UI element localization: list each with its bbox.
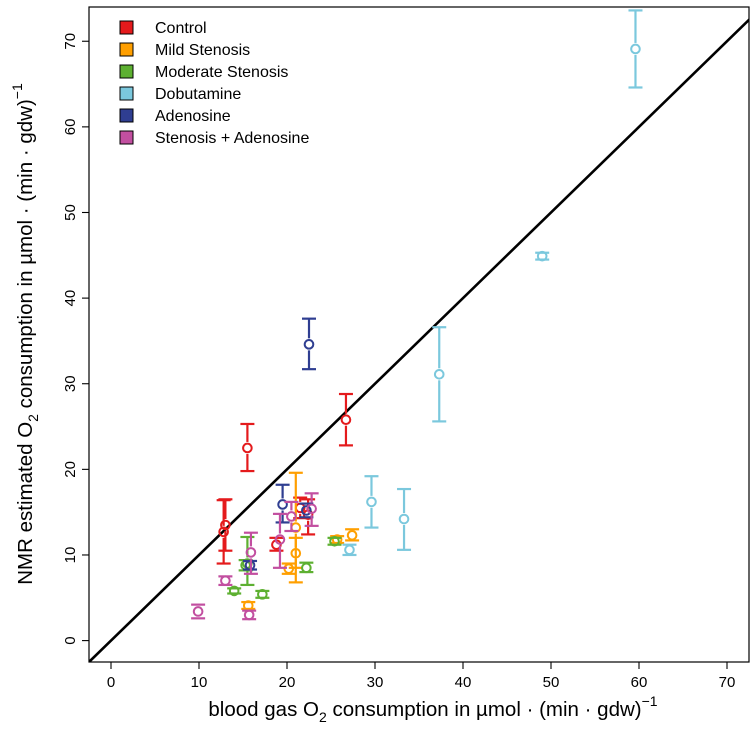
data-point bbox=[277, 499, 288, 510]
legend-label: Control bbox=[155, 20, 207, 37]
x-axis-title-part-a: blood gas O bbox=[208, 698, 319, 721]
data-point bbox=[306, 503, 317, 515]
y-tick-label: 30 bbox=[62, 375, 79, 392]
data-point bbox=[243, 609, 255, 621]
data-point bbox=[536, 250, 548, 262]
data-point bbox=[218, 526, 229, 538]
x-tick-label: 0 bbox=[107, 674, 115, 691]
data-point bbox=[301, 562, 312, 574]
data-point bbox=[220, 575, 231, 586]
data-point bbox=[346, 529, 358, 541]
x-axis-title-sub: 2 bbox=[319, 709, 327, 725]
data-point bbox=[242, 442, 253, 454]
x-axis-title: blood gas O2 consumption in µmol · (min … bbox=[208, 693, 657, 725]
series-stenosis-adenosine bbox=[191, 492, 319, 621]
x-tick-label: 10 bbox=[191, 674, 208, 691]
legend-swatch bbox=[119, 20, 134, 35]
data-point bbox=[257, 589, 268, 600]
x-tick-label: 50 bbox=[543, 674, 560, 691]
data-point bbox=[329, 535, 340, 547]
series-mild-stenosis bbox=[241, 471, 360, 611]
identity-line-group bbox=[89, 18, 749, 662]
data-point bbox=[220, 519, 231, 531]
x-tick-label: 20 bbox=[279, 674, 296, 691]
data-point bbox=[398, 513, 410, 525]
data-point bbox=[245, 547, 257, 558]
y-tick-label: 20 bbox=[62, 461, 79, 478]
legend-swatch bbox=[119, 130, 134, 145]
x-tick-label: 30 bbox=[367, 674, 384, 691]
data-point bbox=[290, 547, 302, 559]
x-axis-title-sup: −1 bbox=[642, 693, 658, 709]
y-tick-label: 60 bbox=[62, 119, 79, 136]
data-marks bbox=[191, 9, 643, 621]
data-point bbox=[366, 496, 377, 508]
y-axis: 0 10 20 30 40 50 60 70 bbox=[62, 33, 89, 645]
y-tick-label: 70 bbox=[62, 33, 79, 50]
legend-label: Mild Stenosis bbox=[155, 42, 250, 59]
legend-label: Dobutamine bbox=[155, 86, 241, 103]
data-point bbox=[303, 339, 315, 350]
data-point bbox=[630, 43, 641, 55]
legend: Control Mild Stenosis Moderate Stenosis Dob… bbox=[119, 20, 309, 147]
plot-frame bbox=[88, 6, 750, 663]
legend-label: Stenosis + Adenosine bbox=[155, 130, 309, 147]
y-axis-title-sub: 2 bbox=[25, 414, 41, 422]
x-tick-label: 70 bbox=[719, 674, 736, 691]
legend-label: Moderate Stenosis bbox=[155, 64, 288, 81]
y-tick-label: 10 bbox=[62, 547, 79, 564]
legend-swatch bbox=[119, 64, 134, 79]
data-point bbox=[274, 534, 286, 545]
x-tick-label: 60 bbox=[631, 674, 648, 691]
data-point bbox=[340, 414, 352, 425]
legend-swatch bbox=[119, 108, 134, 123]
y-tick-label: 40 bbox=[62, 290, 79, 307]
data-point bbox=[344, 544, 355, 556]
data-point bbox=[301, 505, 312, 516]
identity-line bbox=[89, 18, 749, 662]
data-point bbox=[286, 511, 297, 522]
x-axis-title-part-b: consumption in µmol · (min · gdw) bbox=[327, 698, 642, 721]
y-tick-label: 0 bbox=[62, 636, 79, 644]
data-point bbox=[192, 606, 204, 617]
y-axis-title: NMR estimated O2 consumption in µmol · (… bbox=[9, 83, 41, 585]
legend-swatch bbox=[119, 42, 134, 57]
legend-label: Adenosine bbox=[155, 108, 231, 125]
y-axis-title-part-a: NMR estimated O bbox=[14, 422, 37, 585]
series-adenosine bbox=[243, 317, 316, 571]
y-axis-title-sup: −1 bbox=[9, 83, 25, 99]
legend-swatch bbox=[119, 86, 134, 101]
series-dobutamine bbox=[342, 9, 643, 557]
data-point bbox=[228, 585, 240, 597]
y-axis-title-part-b: consumption in µmol · (min · gdw) bbox=[14, 99, 37, 414]
x-axis: 0 10 20 30 40 50 60 70 bbox=[107, 662, 736, 691]
x-tick-label: 40 bbox=[455, 674, 472, 691]
data-point bbox=[433, 369, 445, 380]
y-tick-label: 50 bbox=[62, 204, 79, 221]
